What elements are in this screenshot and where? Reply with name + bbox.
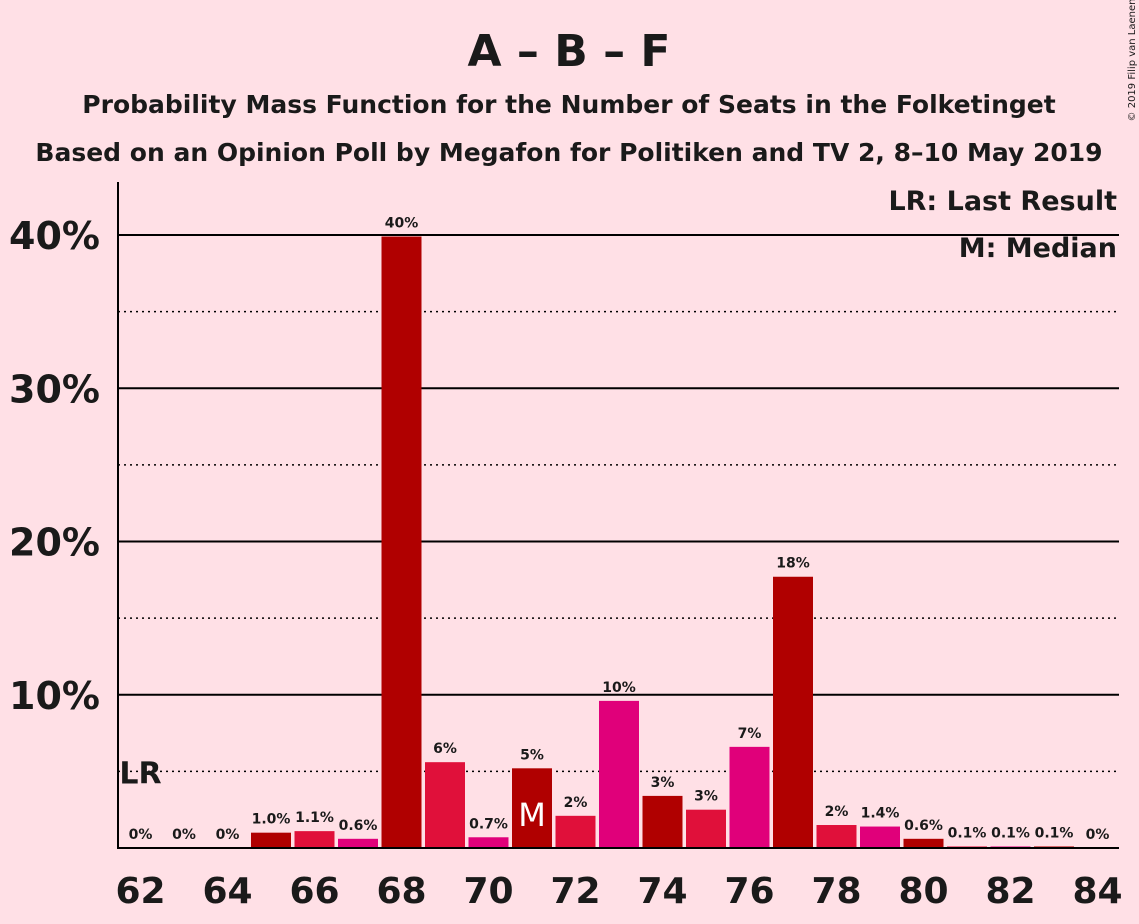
bar-seats-68 (381, 236, 422, 849)
last-result-marker: LR (119, 756, 161, 791)
bar-label-77: 18% (776, 556, 810, 572)
x-tick-label: 82 (985, 871, 1035, 912)
y-tick-label: 30% (9, 367, 100, 411)
y-tick-labels: 10% 20% 30% 40% (9, 214, 100, 718)
bar-label-70: 0.7% (469, 816, 508, 832)
x-tick-label: 66 (289, 871, 339, 912)
bar-seats-75 (686, 809, 726, 848)
legend-last-result: LR: Last Result (888, 186, 1117, 217)
bar-seats-78 (816, 825, 857, 848)
bar-label-66: 1.1% (295, 810, 334, 826)
y-tick-label: 10% (9, 674, 100, 718)
bar-label-67: 0.6% (339, 818, 378, 834)
x-tick-label: 72 (550, 871, 600, 912)
bar-label-81: 0.1% (948, 825, 987, 841)
bar-label-82: 0.1% (991, 825, 1030, 841)
x-tick-label: 76 (724, 871, 774, 912)
bar-label-64: 0% (216, 827, 240, 843)
x-tick-label: 84 (1072, 871, 1122, 912)
legend-median: M: Median (959, 233, 1117, 264)
y-tick-label: 40% (9, 214, 100, 258)
bar-seats-70 (468, 837, 509, 848)
bar-label-84: 0% (1086, 827, 1110, 843)
bar-label-83: 0.1% (1035, 825, 1074, 841)
bar-label-71: 5% (520, 747, 544, 763)
bar-seats-79 (860, 826, 900, 848)
x-tick-label: 80 (898, 871, 948, 912)
bar-label-79: 1.4% (861, 806, 900, 822)
bar-label-68: 40% (385, 216, 419, 232)
bar-label-65: 1.0% (252, 812, 291, 828)
bar-label-74: 3% (651, 775, 675, 791)
bar-seats-66 (294, 831, 335, 848)
bar-label-76: 7% (738, 726, 762, 742)
bar-label-72: 2% (564, 795, 588, 811)
bar-label-73: 10% (602, 680, 636, 696)
bar-seats-76 (729, 746, 770, 848)
median-marker: M (518, 796, 546, 834)
x-tick-label: 68 (376, 871, 426, 912)
chart-subtitle: Probability Mass Function for the Number… (82, 90, 1055, 119)
x-tick-label: 64 (202, 871, 252, 912)
grid-lines (118, 234, 1119, 773)
x-tick-label: 78 (811, 871, 861, 912)
bar-seats-65 (251, 832, 291, 848)
bar-seats-71 (512, 768, 552, 848)
x-tick-label: 70 (463, 871, 513, 912)
chart-subtitle-2: Based on an Opinion Poll by Megafon for … (35, 138, 1102, 167)
bar-seats-73 (599, 700, 639, 848)
bar-label-80: 0.6% (904, 818, 943, 834)
bar-label-75: 3% (694, 789, 718, 805)
bar-seats-67 (338, 838, 378, 848)
y-tick-label: 20% (9, 521, 100, 565)
bar-seats-80 (903, 838, 944, 848)
bar-label-62: 0% (129, 827, 153, 843)
x-tick-labels: 62 64 66 68 70 72 74 76 78 80 82 84 (115, 871, 1122, 912)
bar-labels-group: 0% 0% 0% 1.0% 1.1% 0.6% 40% 6% 0.7% 5% 2% 10% 3% 3% 7%… (129, 216, 1110, 843)
bar-label-63: 0% (172, 827, 196, 843)
bar-label-78: 2% (825, 804, 849, 820)
x-tick-label: 62 (115, 871, 165, 912)
x-tick-label: 74 (637, 871, 687, 912)
bar-seats-69 (425, 762, 465, 848)
bar-label-69: 6% (433, 741, 457, 757)
bar-seats-74 (642, 795, 683, 848)
copyright-note: © 2019 Filip van Laenen (1127, 0, 1138, 121)
bars-group (251, 236, 1074, 849)
bar-seats-72 (555, 815, 596, 848)
bar-seats-77 (773, 576, 813, 848)
chart-title: A – B – F (468, 26, 671, 77)
